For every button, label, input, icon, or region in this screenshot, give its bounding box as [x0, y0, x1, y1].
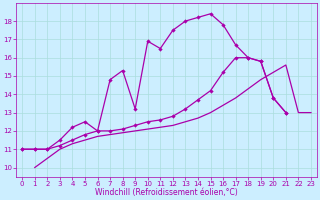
X-axis label: Windchill (Refroidissement éolien,°C): Windchill (Refroidissement éolien,°C) — [95, 188, 238, 197]
